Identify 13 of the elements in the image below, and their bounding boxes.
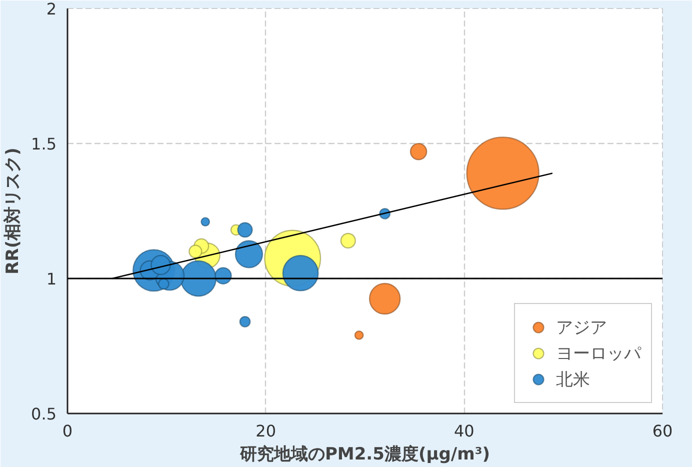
x-tick-label: 40 xyxy=(454,422,474,440)
y-axis-title: RR(相対リスク) xyxy=(3,148,24,274)
y-tick-label: 1 xyxy=(46,270,57,288)
legend-label: 北米 xyxy=(556,368,590,390)
y-tick-label: 0.5 xyxy=(31,404,57,424)
y-tick-label: 1.5 xyxy=(31,134,57,154)
x-tick-label: 0 xyxy=(62,422,73,440)
x-tick-label: 60 xyxy=(652,422,673,440)
y-tick-label: 2 xyxy=(46,0,57,18)
x-tick-label: 20 xyxy=(256,422,276,440)
x-axis-title: 研究地域のPM2.5濃度(μg/m³) xyxy=(238,444,490,464)
legend-label: ヨーロッパ xyxy=(556,342,641,364)
legend-label: アジア xyxy=(556,316,607,338)
